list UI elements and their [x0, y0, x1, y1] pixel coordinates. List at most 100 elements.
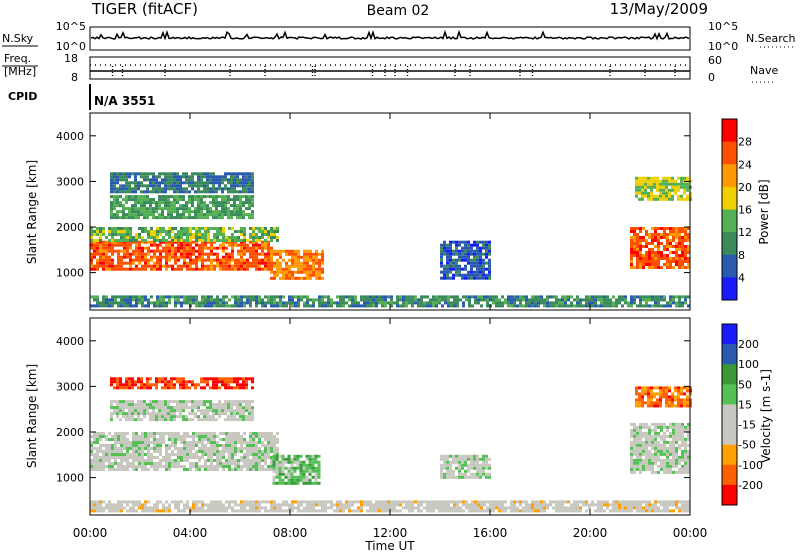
heatmap-cell	[189, 267, 192, 271]
heatmap-cell	[170, 207, 173, 211]
heatmap-cell	[134, 213, 137, 217]
heatmap-cell	[149, 190, 152, 194]
heatmap-cell	[642, 500, 645, 504]
heatmap-cell	[144, 227, 147, 230]
heatmap-cell	[140, 175, 143, 179]
heatmap-cell	[426, 295, 429, 299]
heatmap-cell	[231, 506, 234, 510]
nsky-tick-top: 10^5	[56, 20, 86, 33]
nsearch-tick-bottom: 10^0	[708, 40, 738, 53]
heatmap-cell	[120, 233, 123, 236]
heatmap-cell	[662, 194, 665, 198]
heatmap-cell	[671, 188, 674, 192]
heatmap-cell	[455, 475, 458, 479]
heatmap-cell	[656, 194, 659, 198]
heatmap-cell	[116, 178, 119, 182]
heatmap-cell	[186, 267, 189, 271]
heatmap-cell	[144, 459, 147, 462]
heatmap-cell	[237, 230, 240, 233]
heatmap-cell	[516, 298, 519, 302]
heatmap-cell	[510, 298, 513, 302]
heatmap-cell	[168, 240, 171, 244]
heatmap-cell	[188, 400, 191, 404]
heatmap-cell	[96, 500, 99, 504]
heatmap-cell	[128, 181, 131, 185]
heatmap-cell	[659, 179, 662, 183]
heatmap-cell	[435, 295, 438, 299]
heatmap-cell	[108, 249, 111, 253]
heatmap-cell	[120, 230, 123, 233]
heatmap-cell	[90, 453, 93, 456]
heatmap-cell	[144, 509, 147, 513]
heatmap-cell	[110, 418, 113, 422]
heatmap-cell	[473, 264, 476, 268]
heatmap-cell	[243, 506, 246, 510]
heatmap-cell	[654, 434, 657, 438]
heatmap-cell	[686, 176, 689, 180]
heatmap-cell	[564, 500, 567, 504]
heatmap-cell	[147, 261, 150, 265]
heatmap-cell	[186, 264, 189, 268]
heatmap-cell	[93, 255, 96, 259]
heatmap-cell	[171, 438, 174, 441]
heatmap-cell	[452, 469, 455, 473]
heatmap-cell	[669, 245, 672, 248]
heatmap-cell	[479, 264, 482, 268]
heatmap-cell	[683, 191, 686, 195]
heatmap-cell	[158, 198, 161, 202]
heatmap-cell	[110, 172, 113, 176]
heatmap-cell	[669, 242, 672, 245]
heatmap-cell	[531, 298, 534, 302]
heatmap-cell	[150, 295, 153, 299]
heatmap-cell	[165, 240, 168, 244]
heatmap-cell	[216, 465, 219, 468]
heatmap-cell	[113, 198, 116, 202]
nave-dropouts	[111, 66, 676, 77]
heatmap-cell	[588, 295, 591, 299]
heatmap-cell	[114, 468, 117, 471]
heatmap-cell	[258, 264, 261, 268]
heatmap-cell	[239, 207, 242, 211]
heatmap-cell	[233, 380, 236, 384]
heatmap-cell	[132, 304, 135, 308]
heatmap-cell	[119, 201, 122, 205]
heatmap-cell	[243, 264, 246, 268]
heatmap-cell	[207, 468, 210, 471]
heatmap-cell	[212, 216, 215, 220]
heatmap-cell	[411, 509, 414, 513]
heatmap-cell	[215, 213, 218, 217]
heatmap-cell	[192, 252, 195, 256]
heatmap-cell	[315, 261, 318, 265]
heatmap-cell	[561, 506, 564, 510]
heatmap-cell	[215, 190, 218, 194]
heatmap-cell	[543, 298, 546, 302]
heatmap-cell	[237, 261, 240, 265]
heatmap-cell	[465, 500, 468, 504]
heatmap-cell	[231, 456, 234, 459]
heatmap-cell	[206, 175, 209, 179]
heatmap-cell	[128, 400, 131, 404]
heatmap-cell	[470, 267, 473, 271]
heatmap-cell	[141, 441, 144, 444]
heatmap-cell	[141, 462, 144, 465]
heatmap-cell	[573, 304, 576, 308]
heatmap-cell	[249, 295, 252, 299]
heatmap-cell	[96, 468, 99, 471]
heatmap-cell	[176, 406, 179, 410]
heatmap-cell	[525, 500, 528, 504]
heatmap-cell	[249, 432, 252, 435]
heatmap-cell	[171, 459, 174, 462]
heatmap-cell	[182, 210, 185, 214]
heatmap-cell	[315, 270, 318, 274]
heatmap-cell	[461, 252, 464, 256]
heatmap-cell	[221, 409, 224, 413]
heatmap-cell	[681, 245, 684, 248]
heatmap-cell	[194, 198, 197, 202]
heatmap-cell	[195, 450, 198, 453]
heatmap-cell	[270, 230, 273, 233]
heatmap-cell	[663, 245, 666, 248]
heatmap-cell	[143, 400, 146, 404]
heatmap-cell	[233, 213, 236, 217]
heatmap-cell	[297, 304, 300, 308]
heatmap-cell	[177, 230, 180, 233]
